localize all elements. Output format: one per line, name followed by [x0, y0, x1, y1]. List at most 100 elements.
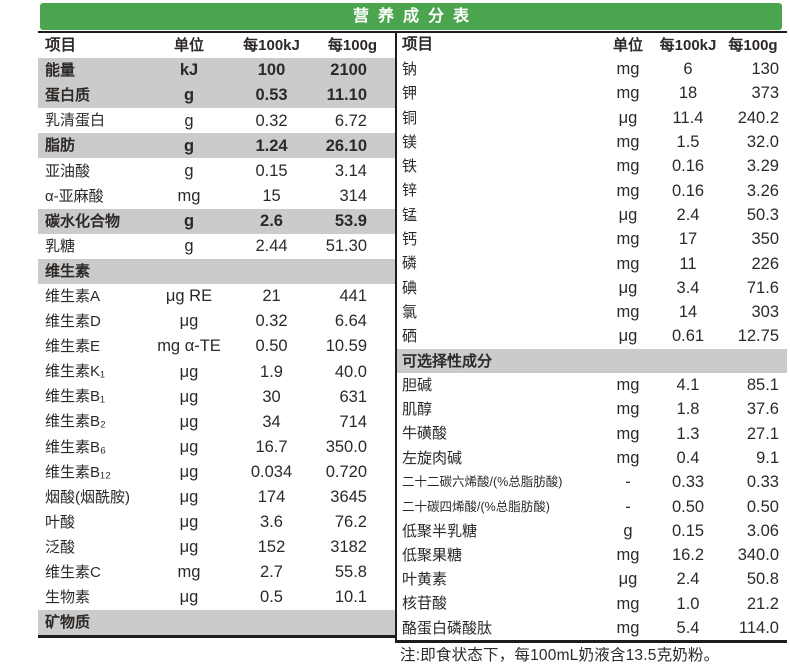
item-per100g: 303 [751, 303, 779, 322]
table-row: 乳糖 g 2.44 51.30 [38, 234, 395, 259]
item-per100g: 314 [339, 186, 367, 205]
item-name: 二十碳四烯酸/(%总脂肪酸) [402, 499, 550, 514]
item-per100kj: 6 [683, 60, 693, 79]
table-row: 碳水化合物 g 2.6 53.9 [38, 208, 395, 234]
table-row: 维生素E mg α-TE 0.50 10.59 [38, 334, 395, 359]
item-per100g: 240.2 [737, 108, 779, 127]
item-per100kj: 0.5 [260, 588, 283, 607]
col-header-unit: 单位 [612, 36, 643, 54]
item-name: 锰 [402, 206, 418, 224]
item-per100g: 53.9 [334, 211, 367, 230]
item-unit: μg [179, 412, 199, 431]
item-unit: mg [616, 619, 640, 638]
item-unit: μg [179, 487, 199, 506]
title-bar: 营养成分表 [40, 3, 782, 30]
table-row: 能量 kJ 100 2100 [38, 58, 395, 84]
item-per100g: 51.30 [325, 237, 367, 256]
table-row: 维生素C mg 2.7 55.8 [38, 560, 395, 585]
item-unit: mg [616, 546, 640, 565]
right-table-body: 钠 mg 6 130 钾 mg 18 373 铜 μg 11.4 240.2 镁 mg 1.5 32.0 铁 mg… [397, 57, 787, 640]
item-unit: mg [616, 254, 640, 273]
col-header-per100kj: 每100kJ [243, 37, 300, 55]
col-header-per100g: 每100g [327, 37, 378, 55]
item-unit: mg [177, 186, 201, 205]
item-per100kj: 0.16 [671, 181, 705, 200]
item-per100kj: 0.32 [255, 312, 288, 331]
table-row: 叶酸 μg 3.6 76.2 [38, 510, 395, 535]
item-name: 低聚果糖 [402, 546, 463, 564]
item-name: 磷 [402, 255, 418, 273]
item-per100kj: 0.32 [255, 111, 288, 130]
item-name: 氯 [402, 303, 418, 321]
table-row: 维生素B₁ μg 30 631 [38, 384, 395, 409]
item-per100kj: 34 [262, 412, 281, 431]
item-per100kj: 15 [262, 186, 281, 205]
item-name: 维生素K₁ [45, 363, 106, 381]
item-per100g: 373 [751, 84, 779, 103]
table-row: 脂肪 g 1.24 26.10 [38, 133, 395, 159]
item-per100g: 50.3 [746, 205, 779, 224]
section-title: 可选择性成分 [402, 352, 493, 370]
item-name: 二十二碳六烯酸/(%总脂肪酸) [402, 475, 563, 490]
item-per100kj: 1.0 [676, 594, 700, 613]
table-row: 低聚半乳糖 g 0.15 3.06 [397, 519, 787, 543]
item-per100kj: 0.15 [255, 161, 288, 180]
item-unit: g [184, 237, 194, 256]
item-name: 维生素A [45, 287, 101, 305]
item-per100g: 3645 [330, 487, 367, 506]
item-per100g: 350 [751, 230, 779, 249]
col-header-per100g: 每100g [728, 36, 778, 54]
item-unit: μg [179, 387, 199, 406]
item-per100g: 21.2 [746, 594, 779, 613]
item-name: 维生素D [45, 313, 101, 331]
table-row: 钾 mg 18 373 [397, 82, 787, 106]
item-unit: g [183, 136, 195, 155]
item-per100kj: 11 [679, 254, 697, 273]
col-header-item: 项目 [45, 36, 77, 54]
item-per100kj: 100 [257, 61, 286, 80]
item-name: 乳清蛋白 [45, 112, 106, 130]
item-name: 蛋白质 [45, 87, 91, 105]
item-per100g: 340.0 [737, 546, 779, 565]
item-unit: mg [177, 563, 201, 582]
col-header-item: 项目 [402, 36, 434, 54]
table-row: 酪蛋白磷酸肽 mg 5.4 114.0 [397, 616, 787, 640]
item-name: 亚油酸 [45, 162, 91, 180]
item-unit: kJ [179, 61, 199, 80]
item-per100kj: 0.034 [250, 462, 293, 481]
table-row: 肌醇 mg 1.8 37.6 [397, 397, 787, 421]
item-unit: μg [179, 362, 199, 381]
item-per100g: 0.50 [746, 497, 779, 516]
table-row: 镁 mg 1.5 32.0 [397, 130, 787, 154]
table-row: 低聚果糖 mg 16.2 340.0 [397, 543, 787, 567]
item-per100kj: 30 [262, 387, 281, 406]
item-per100kj: 2.4 [676, 570, 700, 589]
item-per100g: 0.720 [325, 462, 367, 481]
item-per100g: 37.6 [746, 400, 779, 419]
item-per100g: 10.1 [334, 588, 367, 607]
table-row: 核苷酸 mg 1.0 21.2 [397, 592, 787, 616]
table-row: 磷 mg 11 226 [397, 252, 787, 276]
section-header-row: 维生素 [38, 258, 395, 284]
section-header-row: 可选择性成分 [397, 348, 787, 374]
item-per100g: 71.6 [746, 278, 779, 297]
item-name: 钾 [402, 85, 418, 103]
item-unit: μg [179, 588, 199, 607]
left-table-body: 能量 kJ 100 2100 蛋白质 g 0.53 11.10 乳清蛋白 g 0.32 6.72 脂肪 g… [38, 58, 395, 636]
item-unit: g [183, 86, 195, 105]
right-header-row: 项目 单位 每100kJ 每100g [397, 33, 787, 57]
item-per100kj: 3.4 [676, 278, 700, 297]
item-per100g: 3.26 [746, 181, 779, 200]
item-name: 肌醇 [402, 401, 433, 419]
item-name: 生物素 [45, 589, 91, 607]
item-unit: - [625, 473, 631, 492]
table-row: 维生素B₆ μg 16.7 350.0 [38, 435, 395, 460]
item-per100kj: 2.6 [260, 211, 283, 230]
item-name: 铁 [402, 158, 418, 176]
item-per100kj: 18 [678, 84, 698, 103]
table-row: 乳清蛋白 g 0.32 6.72 [38, 108, 395, 133]
table-row: 泛酸 μg 152 3182 [38, 535, 395, 560]
item-unit: - [625, 497, 631, 516]
item-per100g: 27.1 [746, 424, 779, 443]
table-row: 左旋肉碱 mg 0.4 9.1 [397, 446, 787, 470]
